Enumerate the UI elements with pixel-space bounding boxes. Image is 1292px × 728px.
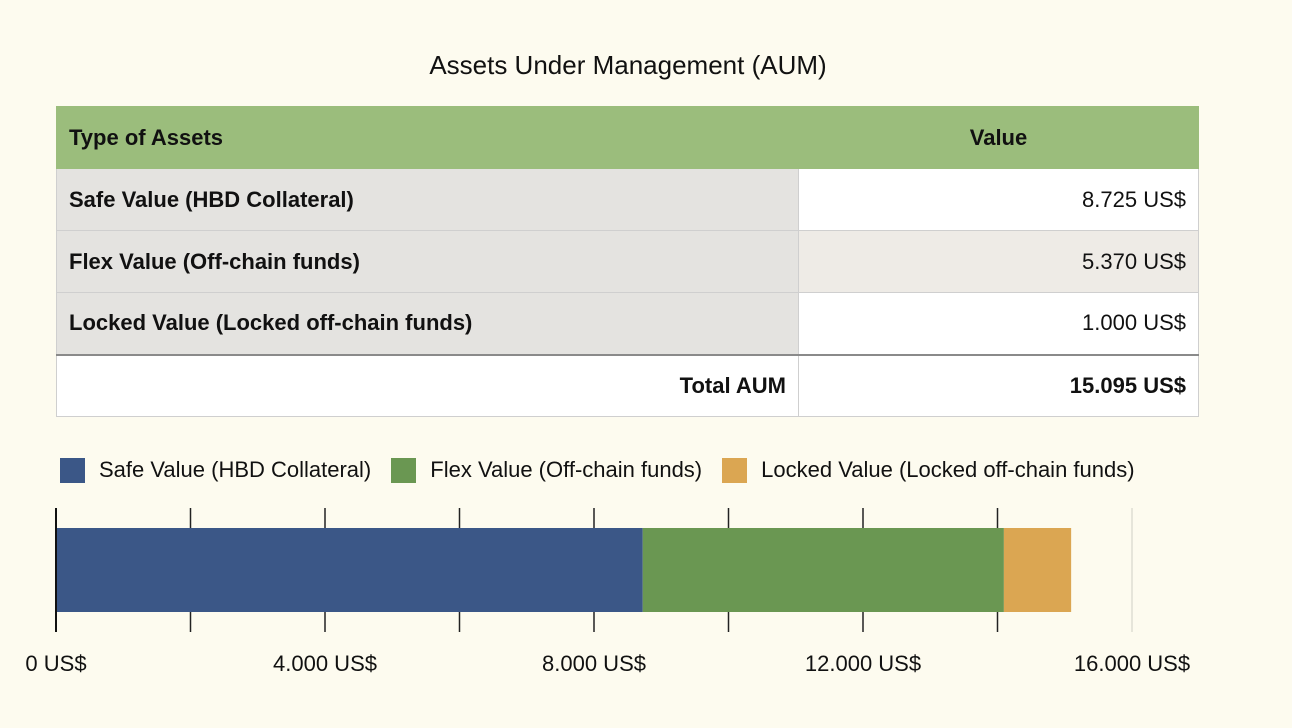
table-header-row: Type of Assets Value — [56, 106, 1199, 169]
legend-label: Flex Value (Off-chain funds) — [430, 457, 703, 482]
page-title: Assets Under Management (AUM) — [429, 50, 827, 80]
x-tick-label: 12.000 US$ — [805, 651, 921, 676]
legend-swatch — [722, 457, 748, 483]
x-tick-label: 0 US$ — [25, 651, 86, 676]
legend-item-locked: Locked Value (Locked off-chain funds) — [722, 457, 1135, 483]
bar-segment — [56, 528, 643, 612]
row-label: Safe Value (HBD Collateral) — [56, 168, 799, 231]
header-type-of-assets: Type of Assets — [56, 106, 799, 169]
legend-item-flex: Flex Value (Off-chain funds) — [391, 457, 702, 483]
row-value: 1.000 US$ — [798, 292, 1199, 355]
total-row: Total AUM 15.095 US$ — [56, 353, 1199, 417]
bar-segment — [642, 528, 1004, 612]
total-label: Total AUM — [56, 353, 799, 417]
legend-swatch — [391, 457, 417, 483]
bar-segment — [1003, 528, 1072, 612]
header-value: Value — [798, 106, 1199, 169]
chart-legend: Safe Value (HBD Collateral) Flex Value (… — [60, 456, 1155, 484]
aum-table: Type of Assets Value Safe Value (HBD Col… — [56, 106, 1199, 417]
row-value: 8.725 US$ — [798, 168, 1199, 231]
legend-swatch — [60, 457, 85, 483]
x-tick-label: 4.000 US$ — [273, 651, 377, 676]
legend-item-safe: Safe Value (HBD Collateral) — [60, 457, 371, 483]
row-label: Locked Value (Locked off-chain funds) — [56, 292, 799, 355]
legend-label: Safe Value (HBD Collateral) — [99, 457, 372, 482]
table-row: Flex Value (Off-chain funds) 5.370 US$ — [56, 230, 1199, 293]
table-row: Locked Value (Locked off-chain funds) 1.… — [56, 292, 1199, 355]
legend-label: Locked Value (Locked off-chain funds) — [761, 457, 1135, 482]
total-value: 15.095 US$ — [798, 353, 1199, 417]
x-tick-label: 16.000 US$ — [1074, 651, 1190, 676]
stacked-bar-chart: 0 US$ 4.000 US$ 8.000 US$ 12.000 US$ 16.000 … — [25, 508, 1190, 676]
table-row: Safe Value (HBD Collateral) 8.725 US$ — [56, 168, 1199, 231]
row-value: 5.370 US$ — [798, 230, 1199, 293]
x-tick-label: 8.000 US$ — [542, 651, 646, 676]
row-label: Flex Value (Off-chain funds) — [56, 230, 799, 293]
